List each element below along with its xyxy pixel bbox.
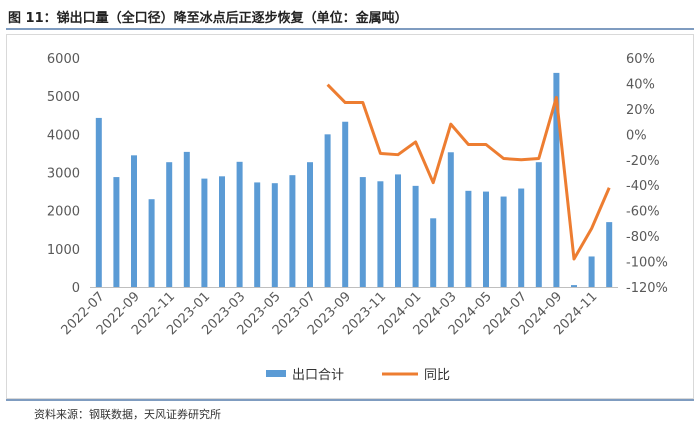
bar	[465, 190, 472, 287]
legend-label-line: 同比	[424, 368, 450, 383]
bar	[588, 256, 595, 287]
figure-title: 图 11：锑出口量（全口径）降至冰点后正逐步恢复（单位：金属吨）	[8, 11, 408, 26]
divider-line	[6, 399, 694, 401]
y-left-tick-label: 3000	[47, 167, 80, 182]
bar	[201, 178, 208, 287]
legend-label-bar: 出口合计	[292, 368, 344, 383]
y-right-tick-label: -20%	[626, 154, 660, 169]
bar	[430, 218, 437, 287]
bar	[148, 199, 155, 287]
bar	[606, 222, 613, 287]
yoy-line	[326, 83, 611, 261]
bar	[95, 117, 102, 288]
bar	[553, 72, 560, 287]
bar	[483, 191, 489, 287]
bar	[219, 176, 225, 287]
bar	[254, 182, 261, 287]
y-right-tick-label: 0%	[626, 128, 647, 143]
y-left-tick-label: 5000	[47, 90, 80, 105]
bar	[377, 181, 384, 287]
y-right-tick-label: -80%	[626, 230, 660, 245]
chart-frame	[6, 34, 694, 399]
y-right-tick-label: 40%	[626, 77, 655, 92]
bar	[236, 161, 243, 287]
y-left-tick-label: 0	[72, 281, 80, 296]
y-left-tick-label: 1000	[47, 243, 80, 258]
bar	[412, 185, 419, 287]
bar	[307, 162, 313, 287]
bar	[500, 196, 507, 287]
y-right-tick-label: 60%	[626, 52, 655, 67]
bar	[342, 121, 349, 287]
bar	[359, 177, 366, 287]
y-left-tick-label: 2000	[47, 205, 80, 220]
legend-swatch-bar	[266, 370, 286, 377]
bar	[324, 134, 331, 287]
bar	[166, 162, 173, 287]
bar	[395, 174, 401, 287]
bar	[183, 151, 190, 287]
y-right-tick-label: -100%	[626, 256, 668, 271]
bar	[571, 285, 577, 287]
bar	[535, 162, 542, 287]
y-right-tick-label: -120%	[626, 281, 668, 296]
title-bar: 图 11：锑出口量（全口径）降至冰点后正逐步恢复（单位：金属吨）	[6, 6, 694, 30]
y-right-tick-label: -60%	[626, 205, 660, 220]
y-left-tick-label: 4000	[47, 128, 80, 143]
bar	[289, 175, 296, 287]
y-left-tick-label: 6000	[47, 52, 80, 67]
source-note: 资料来源：钢联数据，天风证券研究所	[34, 408, 221, 421]
bar	[518, 188, 525, 287]
bar	[113, 177, 120, 287]
bar	[447, 152, 454, 287]
bar	[131, 155, 137, 287]
y-right-tick-label: 20%	[626, 103, 655, 118]
bar	[271, 183, 278, 287]
y-right-tick-label: -40%	[626, 179, 660, 194]
